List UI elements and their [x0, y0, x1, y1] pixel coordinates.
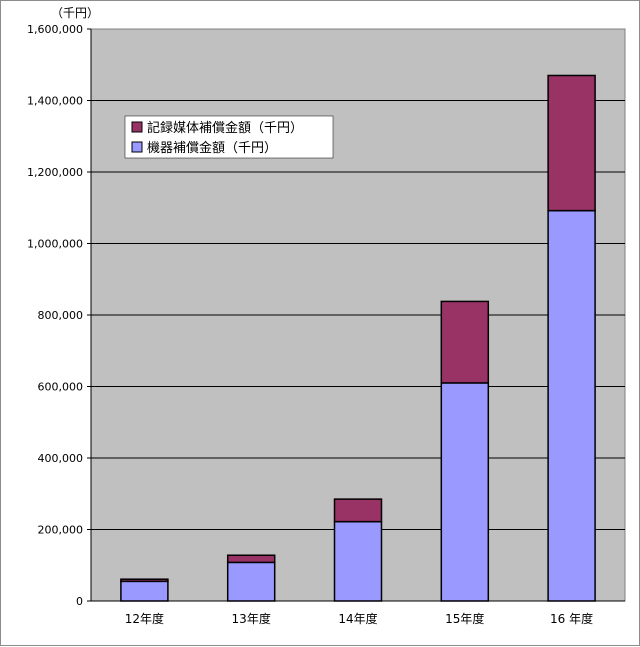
- bar-equipment: [440, 382, 490, 602]
- bars: [120, 74, 596, 602]
- legend-box: [124, 115, 334, 159]
- x-category-label: 14年度: [338, 611, 377, 626]
- y-tick-label: 200,000: [38, 524, 84, 537]
- y-tick-label: 1,400,000: [27, 95, 83, 108]
- bar-media: [333, 498, 383, 523]
- y-axis-unit-label: （千円）: [51, 6, 99, 20]
- x-category-label: 15年度: [445, 611, 484, 626]
- bar-equipment: [120, 580, 169, 602]
- y-tick-label: 1,200,000: [27, 166, 83, 179]
- y-tick-label: 1,600,000: [27, 23, 83, 36]
- gridlines: [91, 100, 625, 530]
- bar-media: [440, 300, 490, 384]
- bar-equipment: [226, 561, 276, 602]
- x-category-label: 16 年度: [550, 611, 593, 626]
- x-axis: 12年度 13年度 14年度 15年度 16 年度: [91, 600, 625, 626]
- legend-swatch-equipment: [131, 141, 143, 153]
- bar-media: [226, 554, 276, 564]
- legend-label-equipment: 機器補償金額（千円）: [147, 140, 277, 156]
- y-tick-label: 400,000: [38, 452, 84, 465]
- x-category-label: 13年度: [232, 611, 271, 626]
- y-axis: 0 200,000 400,000 600,000 800,000 1,000,000 1,…: [27, 23, 92, 608]
- bar-media: [120, 578, 169, 583]
- bar-media: [547, 74, 596, 212]
- legend-swatch-media: [131, 121, 143, 133]
- legend: 記録媒体補償金額（千円） 機器補償金額（千円）: [124, 115, 334, 159]
- legend-label-media: 記録媒体補償金額（千円）: [147, 120, 303, 136]
- y-tick-label: 1,000,000: [27, 238, 83, 251]
- y-tick-label: 600,000: [38, 381, 84, 394]
- y-tick-label: 800,000: [38, 309, 84, 322]
- y-tick-label: 0: [76, 595, 83, 608]
- bar-equipment: [547, 209, 596, 602]
- x-category-label: 12年度: [125, 611, 164, 626]
- bar-equipment: [333, 520, 383, 602]
